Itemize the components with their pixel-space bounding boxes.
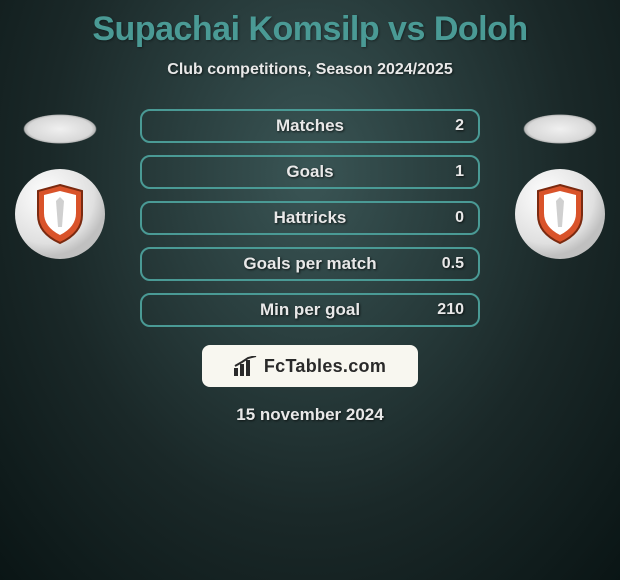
stat-right: 1	[455, 163, 464, 181]
stat-label: Hattricks	[142, 208, 478, 228]
bars-icon	[234, 356, 258, 376]
stat-label: Goals	[142, 162, 478, 182]
avatar	[10, 109, 110, 149]
shield-icon	[32, 183, 88, 245]
stats-area: Matches 2 Goals 1 Hattricks 0 Goals per …	[0, 109, 620, 425]
stat-right: 0	[455, 209, 464, 227]
branding-box: FcTables.com	[202, 345, 418, 387]
stat-row: Goals 1	[140, 155, 480, 189]
club-badge-left	[15, 169, 105, 259]
stat-rows: Matches 2 Goals 1 Hattricks 0 Goals per …	[140, 109, 480, 327]
avatar	[510, 109, 610, 149]
stat-right: 2	[455, 117, 464, 135]
stat-right: 0.5	[442, 255, 464, 273]
page-title: Supachai Komsilp vs Doloh	[0, 0, 620, 49]
brand-text: FcTables.com	[264, 356, 386, 377]
subtitle: Club competitions, Season 2024/2025	[0, 61, 620, 79]
stat-label: Min per goal	[142, 300, 478, 320]
stat-row: Goals per match 0.5	[140, 247, 480, 281]
club-badge-right	[515, 169, 605, 259]
stat-right: 210	[437, 301, 464, 319]
shield-icon	[532, 183, 588, 245]
stat-label: Matches	[142, 116, 478, 136]
date: 15 november 2024	[0, 405, 620, 425]
stat-label: Goals per match	[142, 254, 478, 274]
stat-row: Matches 2	[140, 109, 480, 143]
stat-row: Min per goal 210	[140, 293, 480, 327]
stat-row: Hattricks 0	[140, 201, 480, 235]
